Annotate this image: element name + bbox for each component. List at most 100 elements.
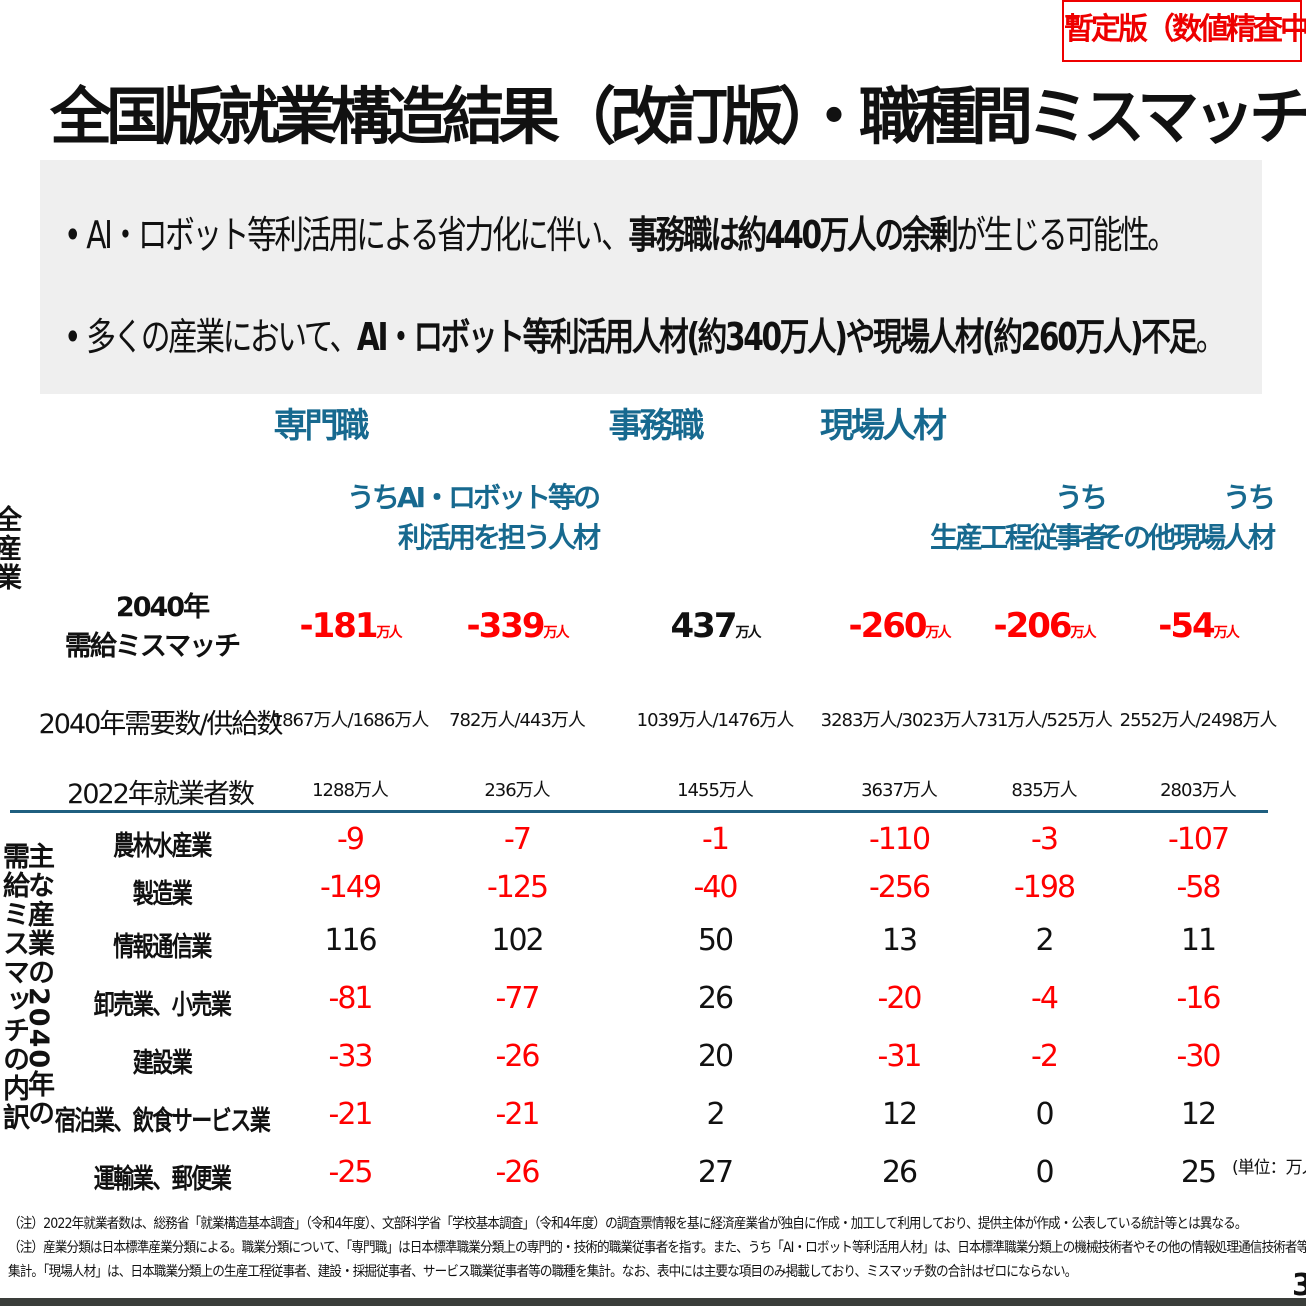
subheader-sonota-line1: うち (1222, 481, 1276, 514)
bullet-icon: • (64, 315, 87, 359)
industry-value-cell: -125 (486, 870, 549, 905)
industry-value-cell: 11 (1180, 923, 1217, 958)
demand-supply-cell: 731万人/525万人 (976, 710, 1113, 731)
mismatch-value: -54 (1158, 606, 1215, 646)
mismatch-value: -206 (993, 606, 1072, 646)
summary-bullet-2: • 多くの産業において、AI・ロボット等利活用人材(約340万人)や現場人材(約… (64, 306, 1306, 361)
industry-value-cell: -16 (1176, 981, 1222, 1016)
subheader-ai-line2: 利活用を担う人材 (397, 521, 601, 554)
industry-label: 宿泊業、飲食サービス業 (54, 1106, 271, 1137)
mismatch-cell: 437万人 (671, 606, 762, 646)
industry-value-cell: 26 (697, 981, 734, 1016)
provisional-badge: 暫定版（数値精査中） (1062, 0, 1306, 62)
industry-value-cell: 26 (881, 1155, 918, 1190)
bullet-emphasis: AI・ロボット等利活用人材(約340万人)や現場人材(約260万人)不足 (356, 315, 1198, 359)
demand-supply-cell: 2552万人/2498万人 (1119, 710, 1278, 731)
mismatch-cell: -181万人 (299, 606, 403, 646)
industry-value-cell: 2 (706, 1097, 725, 1132)
unit-label: 万人 (376, 625, 403, 641)
industry-label: 農林水産業 (113, 831, 212, 862)
demand-supply-cell: 1039万人/1476万人 (636, 710, 795, 731)
table-divider (10, 810, 1268, 813)
summary-box: • AI・ロボット等利活用による省力化に伴い、事務職は約440万人の余剰が生じる… (40, 160, 1262, 394)
row-label-mismatch-1: 2040年 (115, 592, 210, 623)
mismatch-cell: -54万人 (1158, 606, 1240, 646)
side-label-all-industries: 全産業 (0, 505, 21, 592)
industry-value-cell: -31 (877, 1039, 923, 1074)
mismatch-value: -260 (848, 606, 927, 646)
side-label-industry-a: 主な産業の2040年の (23, 842, 54, 1129)
industry-value-cell: -2 (1031, 1039, 1059, 1074)
subheader-ai-line1: うちAI・ロボット等の (346, 481, 601, 514)
employed-cell: 3637万人 (861, 780, 938, 801)
row-label-demand: 2040年需要数/供給数 (38, 709, 284, 740)
industry-value-cell: 27 (697, 1155, 734, 1190)
industry-value-cell: 12 (1180, 1097, 1217, 1132)
industry-value-cell: -7 (504, 822, 532, 857)
bullet-text: 。 (1195, 315, 1226, 359)
industry-value-cell: -107 (1167, 822, 1230, 857)
header-senmon: 専門職 (273, 406, 370, 446)
employed-cell: 835万人 (1011, 780, 1077, 801)
industry-value-cell: -40 (693, 870, 739, 905)
employed-cell: 1455万人 (677, 780, 754, 801)
employed-cell: 2803万人 (1160, 780, 1237, 801)
side-label-industry-b: 需給ミスマッチの内訳 (0, 842, 29, 1132)
industry-value-cell: -30 (1176, 1039, 1222, 1074)
industry-value-cell: -77 (495, 981, 541, 1016)
employed-cell: 236万人 (484, 780, 550, 801)
unit-label: 万人 (925, 625, 952, 641)
demand-supply-cell: 782万人/443万人 (449, 710, 586, 731)
demand-supply-cell: 3283万人/3023万人 (820, 710, 979, 731)
bullet-icon: • (64, 213, 87, 257)
industry-value-cell: -198 (1013, 870, 1076, 905)
bullet-text: AI・ロボット等利活用による省力化に伴い、 (86, 213, 631, 257)
row-label-mismatch-2: 需給ミスマッチ (64, 631, 241, 662)
unit-label: 万人 (1213, 625, 1240, 641)
header-genba: 現場人材 (820, 406, 947, 446)
footnote-2: （注）産業分類は日本標準産業分類による。職業分類について、「専門職」は日本標準職… (8, 1240, 1306, 1256)
industry-value-cell: 50 (697, 923, 734, 958)
industry-value-cell: 0 (1035, 1155, 1054, 1190)
industry-value-cell: -58 (1176, 870, 1222, 905)
industry-value-cell: -1 (702, 822, 730, 857)
industry-value-cell: -3 (1031, 822, 1059, 857)
footnote-3: 集計。「現場人材」は、日本職業分類上の生産工程従事者、建設・採掘従事者、サービス… (8, 1264, 1077, 1280)
industry-value-cell: -26 (495, 1155, 541, 1190)
industry-value-cell: -9 (337, 822, 365, 857)
unit-label: 万人 (735, 625, 761, 641)
industry-value-cell: -21 (328, 1097, 374, 1132)
subheader-seisan-line2: 生産工程従事者 (929, 521, 1108, 554)
subheader-sonota-line2: その他現場人材 (1097, 521, 1276, 554)
industry-value-cell: -149 (319, 870, 382, 905)
industry-value-cell: 20 (697, 1039, 734, 1074)
industry-value-cell: 116 (324, 923, 377, 958)
page-number: 3 (1292, 1268, 1306, 1303)
industry-label: 情報通信業 (113, 932, 212, 963)
demand-supply-cell: 1867万人/1686万人 (271, 710, 430, 731)
bullet-text: 多くの産業において、 (86, 315, 359, 359)
unit-label: 万人 (1070, 625, 1097, 641)
industry-value-cell: 102 (491, 923, 544, 958)
industry-label: 卸売業、小売業 (93, 990, 232, 1021)
industry-value-cell: -26 (495, 1039, 541, 1074)
industry-label: 製造業 (132, 879, 193, 910)
subheader-seisan-line1: うち (1054, 481, 1108, 514)
header-jimu: 事務職 (608, 406, 705, 446)
industry-value-cell: -33 (328, 1039, 374, 1074)
unit-note: (単位：万人) (1232, 1158, 1306, 1178)
bullet-emphasis: 事務職は約440万人の余剰 (628, 213, 958, 257)
industry-value-cell: -110 (868, 822, 931, 857)
industry-value-cell: -25 (328, 1155, 374, 1190)
unit-label: 万人 (543, 625, 570, 641)
industry-value-cell: 2 (1035, 923, 1054, 958)
summary-bullet-1: • AI・ロボット等利活用による省力化に伴い、事務職は約440万人の余剰が生じる… (64, 204, 1306, 259)
industry-value-cell: 12 (881, 1097, 918, 1132)
industry-value-cell: 25 (1180, 1155, 1217, 1190)
industry-value-cell: -4 (1031, 981, 1059, 1016)
industry-value-cell: -20 (877, 981, 923, 1016)
mismatch-cell: -339万人 (466, 606, 570, 646)
mismatch-cell: -206万人 (993, 606, 1097, 646)
industry-value-cell: -21 (495, 1097, 541, 1132)
